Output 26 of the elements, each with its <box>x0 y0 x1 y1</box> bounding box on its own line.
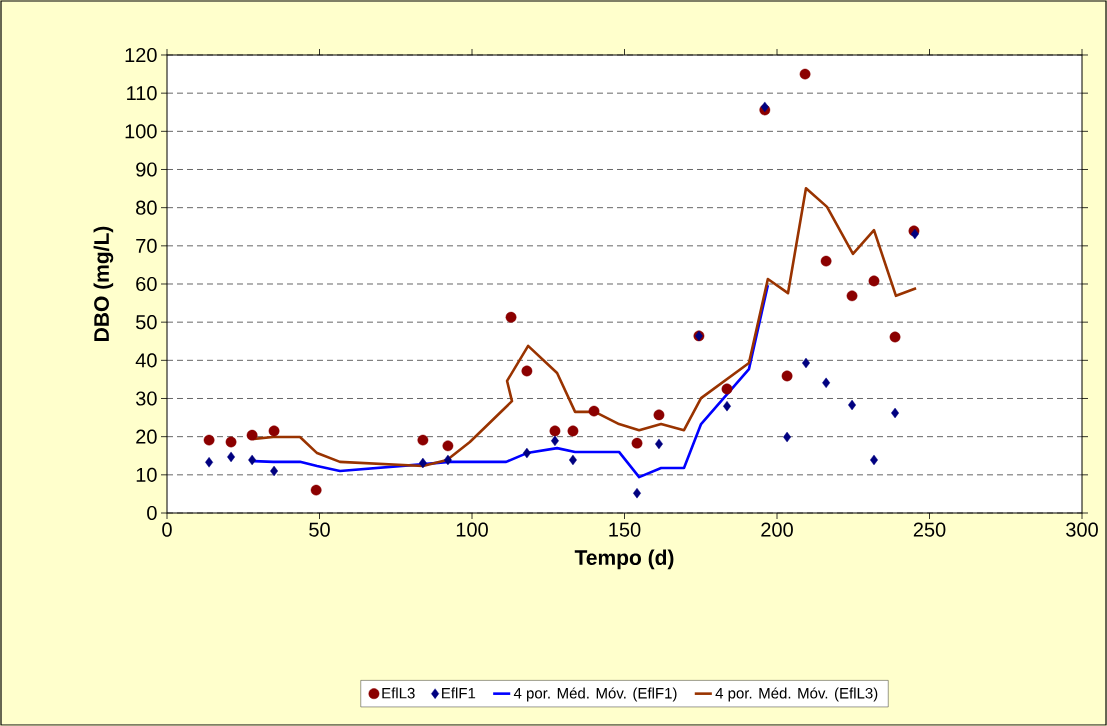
legend-label: 4 por. Méd. Móv. (EflL3) <box>715 687 878 702</box>
y-tick-label: 80 <box>136 200 157 215</box>
legend-label: 4 por. Méd. Móv. (EflF1) <box>513 687 677 702</box>
y-tick-label: 110 <box>127 86 157 101</box>
y-tick-label: 60 <box>136 276 157 292</box>
y-tick-label: 10 <box>136 467 157 482</box>
x-tick-label: 300 <box>1066 522 1098 537</box>
x-tick-label: 150 <box>609 522 641 537</box>
y-tick-label: 20 <box>136 429 157 444</box>
y-tick-label: 120 <box>125 47 157 63</box>
x-tick-label: 100 <box>456 522 488 537</box>
legend-label: EflF1 <box>442 687 476 699</box>
x-tick-label: 250 <box>913 522 946 537</box>
y-tick-label: 90 <box>136 162 157 177</box>
y-tick-label: 30 <box>135 391 157 406</box>
y-tick-label: 0 <box>147 505 157 521</box>
y-tick-label: 70 <box>136 238 157 253</box>
x-tick-label: 50 <box>309 522 330 537</box>
x-tick-label: 0 <box>162 522 172 537</box>
x-axis-title: Tempo (d) <box>574 549 674 570</box>
y-tick-label: 100 <box>125 124 157 139</box>
x-tick-label: 200 <box>761 522 793 537</box>
y-tick-label: 50 <box>136 315 157 330</box>
legend-label: EflL3 <box>382 687 415 699</box>
y-axis-title: DBO (mg/L) <box>93 226 114 341</box>
y-tick-label: 40 <box>135 353 157 368</box>
